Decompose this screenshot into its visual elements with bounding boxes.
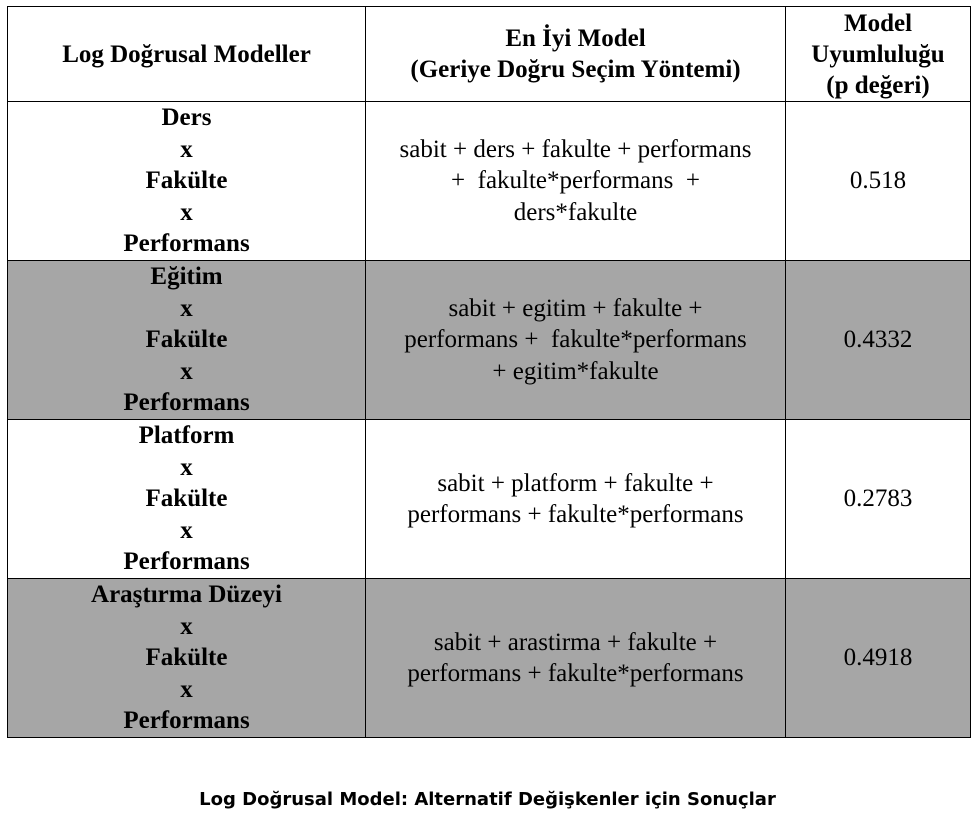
formula-line: ders*fakulte xyxy=(513,198,638,226)
best-model-formula-cell: sabit + arastirma + fakulte + performans … xyxy=(365,578,786,738)
header-best-model-method: (Geriye Doğru Seçim Yöntemi) xyxy=(410,56,741,83)
p-value-cell: 0.4332 xyxy=(785,260,971,420)
header-best-model: En İyi Model (Geriye Doğru Seçim Yöntemi… xyxy=(365,6,786,102)
model-name-line: Performans xyxy=(123,707,250,735)
table-row: Platform x Fakülte x Performans sabit + platf… xyxy=(7,419,971,579)
table-caption: Log Doğrusal Model: Alternatif Değişkenl… xyxy=(199,789,776,810)
model-name-line: x xyxy=(180,294,193,322)
model-name-line: x xyxy=(180,675,193,703)
model-name-line: Eğitim xyxy=(150,263,223,291)
model-name-line: x xyxy=(180,516,193,544)
table-row: Eğitim x Fakülte x Performans sabit + egitim … xyxy=(7,260,971,420)
model-name-line: Platform xyxy=(138,422,235,450)
model-name-line: Fakülte xyxy=(145,167,228,195)
formula-line: sabit + egitim + fakulte + xyxy=(448,294,703,322)
table-row: Araştırma Düzeyi x Fakülte x Performans sabit… xyxy=(7,578,971,738)
results-table: Log Doğrusal Modeller En İyi Model (Geri… xyxy=(7,6,971,738)
model-name-cell: Eğitim x Fakülte x Performans xyxy=(7,260,366,420)
formula-line: sabit + arastirma + fakulte + xyxy=(433,628,718,656)
model-name-cell: Araştırma Düzeyi x Fakülte x Performans xyxy=(7,578,366,738)
header-model-fit-line-1: Model xyxy=(843,9,913,37)
p-value-cell: 0.4918 xyxy=(785,578,971,738)
header-model-fit: Model Uyumluluğu (p değeri) xyxy=(785,6,971,102)
best-model-formula-cell: sabit + ders + fakulte + performans + fak… xyxy=(365,101,786,261)
p-value-cell: 0.2783 xyxy=(785,419,971,579)
p-value-cell: 0.518 xyxy=(785,101,971,261)
model-name-line: Performans xyxy=(123,548,250,576)
header-model-fit-line-3: (p değeri) xyxy=(826,71,930,99)
header-log-models-line: Log Doğrusal Modeller xyxy=(62,40,311,68)
header-model-fit-line-2: Uyumluluğu xyxy=(811,40,945,68)
header-log-models: Log Doğrusal Modeller xyxy=(7,6,366,102)
best-model-formula-cell: sabit + egitim + fakulte + performans + f… xyxy=(365,260,786,420)
formula-line: performans + fakulte*performans xyxy=(407,501,744,528)
model-name-line: x xyxy=(180,453,193,481)
model-name-line: x xyxy=(180,357,193,385)
model-name-line: Performans xyxy=(123,389,250,417)
model-name-cell: Ders x Fakülte x Performans xyxy=(7,101,366,261)
table-body: Ders x Fakülte x Performans sabit + ders + fa… xyxy=(7,101,971,738)
model-name-line: Performans xyxy=(123,230,250,258)
model-name-line: Ders xyxy=(161,104,212,132)
table-row: Ders x Fakülte x Performans sabit + ders + fa… xyxy=(7,101,971,261)
model-name-line: x xyxy=(180,612,193,640)
formula-line: sabit + platform + fakulte + xyxy=(437,469,714,497)
model-name-line: x xyxy=(180,135,193,163)
model-name-line: Araştırma Düzeyi xyxy=(91,581,282,609)
best-model-formula-cell: sabit + platform + fakulte + performans +… xyxy=(365,419,786,579)
model-name-line: Fakülte xyxy=(145,326,228,354)
model-name-line: Fakülte xyxy=(145,644,228,672)
model-name-line: Fakülte xyxy=(145,485,228,513)
formula-line: performans + fakulte*performans xyxy=(407,660,744,687)
header-row: Log Doğrusal Modeller En İyi Model (Geri… xyxy=(7,6,971,102)
model-name-cell: Platform x Fakülte x Performans xyxy=(7,419,366,579)
formula-line: sabit + ders + fakulte + performans xyxy=(399,135,752,163)
header-best-model-line: En İyi Model xyxy=(505,25,646,52)
formula-line: + fakulte*performans + xyxy=(451,167,700,195)
formula-line: performans + fakulte*performans xyxy=(404,326,747,354)
model-name-line: x xyxy=(180,198,193,226)
formula-line: + egitim*fakulte xyxy=(492,357,659,385)
